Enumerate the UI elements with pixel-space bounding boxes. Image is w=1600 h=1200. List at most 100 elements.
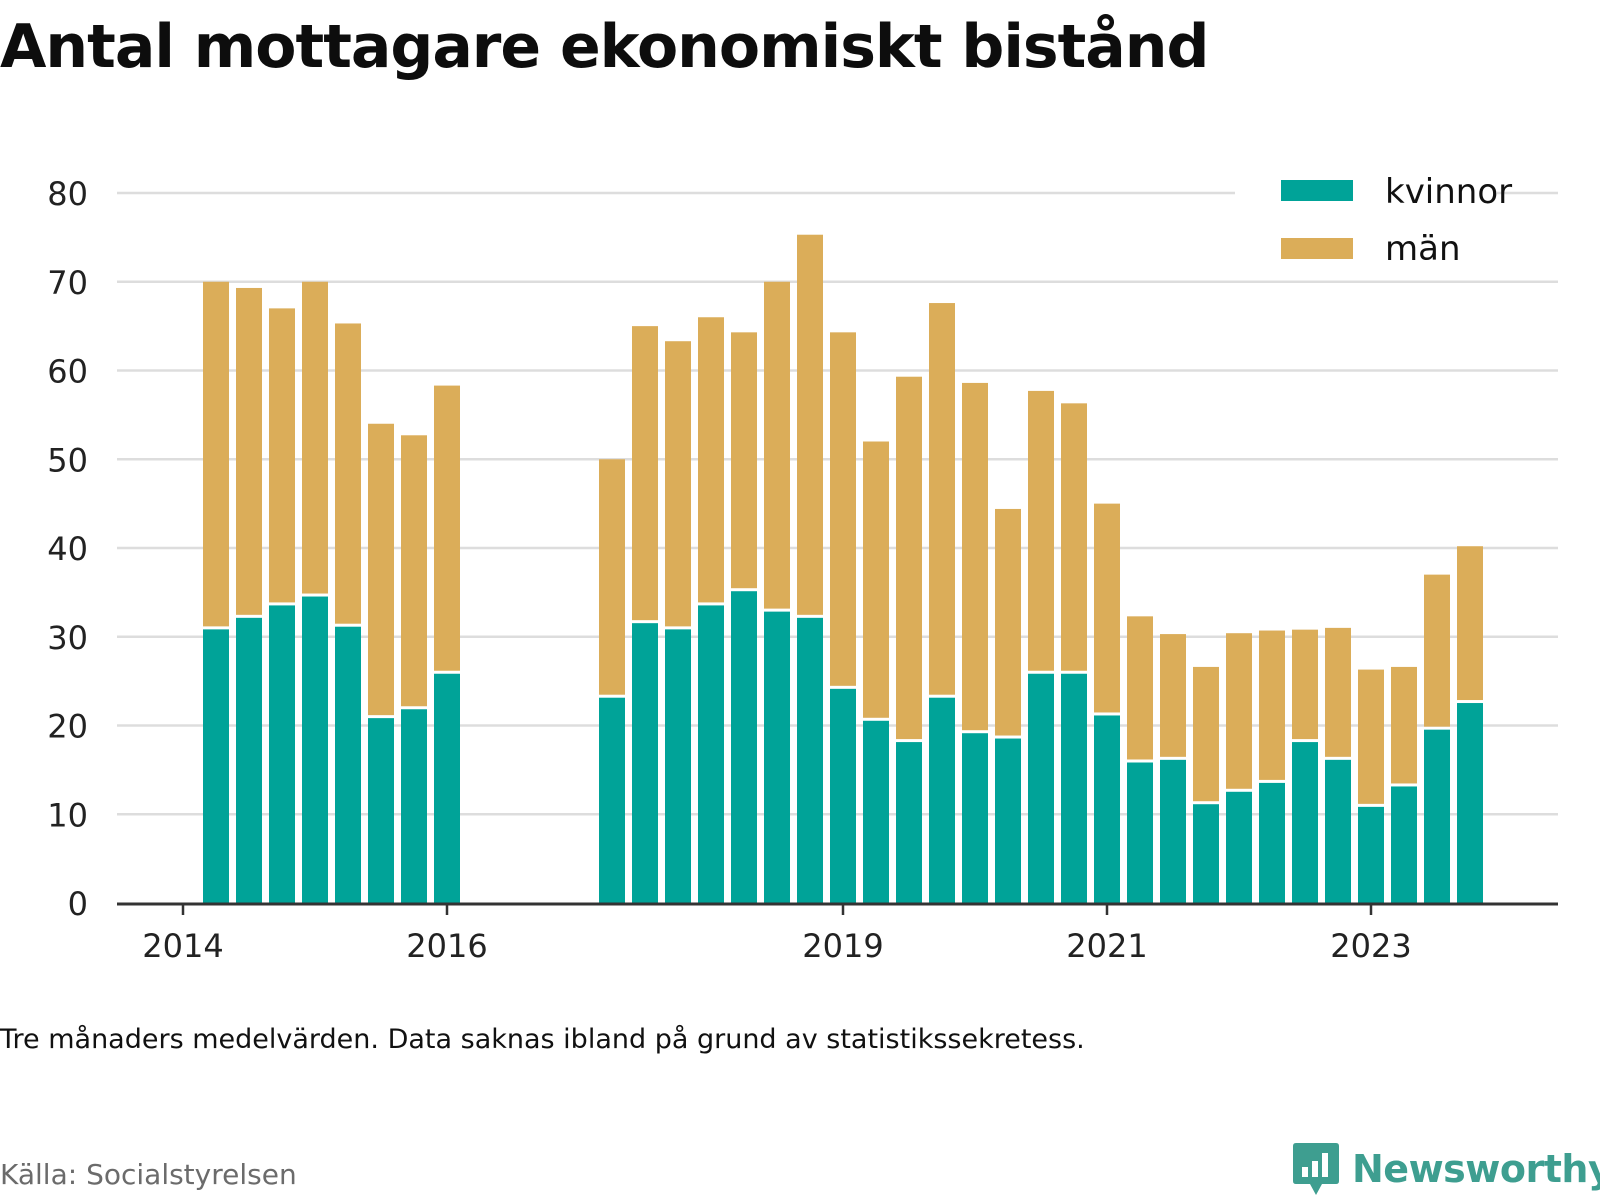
bar-man (1325, 627, 1351, 757)
bar-kvinnor (1094, 715, 1120, 903)
bar-man (1061, 403, 1087, 671)
x-tick-label: 2014 (142, 927, 223, 965)
bar-man (665, 341, 691, 627)
bar-kvinnor (698, 605, 724, 903)
y-tick-label: 60 (47, 353, 88, 391)
bar-man (1358, 669, 1384, 804)
x-tick-label: 2019 (802, 927, 883, 965)
bar-kvinnor (1292, 742, 1318, 903)
bar-man (335, 323, 361, 624)
bar-man (797, 234, 823, 615)
bar-kvinnor (434, 673, 460, 903)
bar-man (731, 332, 757, 589)
bar-man (368, 423, 394, 716)
bar-man (1094, 503, 1120, 713)
bar-kvinnor (368, 718, 394, 903)
bar-man (962, 382, 988, 731)
bar-man (1226, 633, 1252, 789)
bar-kvinnor (1160, 759, 1186, 903)
legend-backdrop (1235, 168, 1497, 280)
bar-man (863, 441, 889, 718)
bar-man (1457, 546, 1483, 701)
bar-man (1193, 666, 1219, 802)
chart-title: Antal mottagare ekonomiskt bistånd (0, 12, 1209, 82)
bar-kvinnor (995, 738, 1021, 903)
bar-kvinnor (203, 629, 229, 903)
bar-kvinnor (1391, 786, 1417, 903)
newsworthy-logo-icon (1293, 1143, 1339, 1195)
y-tick-label: 10 (47, 796, 88, 834)
legend-label-kvinnor: kvinnor (1385, 172, 1512, 212)
x-tick-label: 2021 (1066, 927, 1147, 965)
chart-note: Tre månaders medelvärden. Data saknas ib… (0, 1024, 1085, 1055)
bar-kvinnor (1325, 759, 1351, 903)
bar-man (830, 332, 856, 686)
bar-kvinnor (1424, 729, 1450, 903)
bar-kvinnor (1226, 791, 1252, 903)
bar-kvinnor (1259, 782, 1285, 903)
legend-swatch-man (1281, 238, 1353, 259)
bar-kvinnor (1457, 703, 1483, 903)
legend-swatch-kvinnor (1281, 180, 1353, 201)
bar-man (1292, 629, 1318, 740)
bar-kvinnor (797, 617, 823, 903)
bar-kvinnor (1358, 806, 1384, 903)
bar-man (632, 326, 658, 621)
bar-kvinnor (1127, 762, 1153, 903)
bar-man (1259, 630, 1285, 780)
bar-kvinnor (335, 626, 361, 903)
bar-kvinnor (632, 623, 658, 903)
legend-label-man: män (1385, 229, 1461, 269)
legend: kvinnor män (1235, 168, 1512, 280)
bar-kvinnor (236, 617, 262, 903)
bar-kvinnor (665, 629, 691, 903)
y-tick-label: 80 (47, 175, 88, 213)
bar-kvinnor (731, 591, 757, 903)
bar-man (1424, 574, 1450, 727)
bar-kvinnor (1061, 673, 1087, 903)
bars (203, 234, 1483, 903)
bar-man (1160, 634, 1186, 757)
x-tick-label: 2016 (406, 927, 487, 965)
bar-kvinnor (830, 688, 856, 903)
bar-man (1391, 666, 1417, 784)
bar-kvinnor (599, 697, 625, 903)
bar-man (401, 435, 427, 707)
y-tick-label: 30 (47, 619, 88, 657)
y-tick-label: 40 (47, 530, 88, 568)
bar-kvinnor (401, 709, 427, 903)
bar-kvinnor (764, 611, 790, 903)
bar-kvinnor (269, 605, 295, 903)
bar-kvinnor (302, 596, 328, 903)
x-axis: 2014 2016 2019 2021 2023 (117, 902, 1558, 965)
brand-name: Newsworthy (1352, 1147, 1600, 1191)
bar-man (896, 376, 922, 740)
y-axis-ticks: 0 10 20 30 40 50 60 70 80 (47, 175, 88, 923)
bar-man (698, 317, 724, 603)
brand-logo: Newsworthy (1292, 1140, 1600, 1198)
bar-man (302, 281, 328, 594)
bar-man (1127, 616, 1153, 760)
bar-kvinnor (929, 697, 955, 903)
bar-man (236, 287, 262, 615)
bar-man (995, 508, 1021, 736)
bar-kvinnor (1028, 673, 1054, 903)
y-tick-label: 20 (47, 708, 88, 746)
bar-man (764, 281, 790, 609)
bar-man (599, 459, 625, 695)
y-tick-label: 70 (47, 264, 88, 302)
stacked-bar-chart: 0 10 20 30 40 50 60 70 80 2014 2016 2019 2021 2023 k… (47, 168, 1558, 965)
bar-man (203, 281, 229, 627)
bar-man (1028, 390, 1054, 671)
bar-kvinnor (896, 742, 922, 903)
bar-man (434, 385, 460, 671)
source-credit: Källa: Socialstyrelsen (0, 1158, 297, 1191)
bar-kvinnor (1193, 804, 1219, 903)
x-tick-label: 2023 (1330, 927, 1411, 965)
bar-man (929, 303, 955, 695)
bar-man (269, 308, 295, 603)
bar-kvinnor (962, 733, 988, 903)
y-tick-label: 0 (68, 885, 88, 923)
bar-kvinnor (863, 720, 889, 903)
y-tick-label: 50 (47, 441, 88, 479)
